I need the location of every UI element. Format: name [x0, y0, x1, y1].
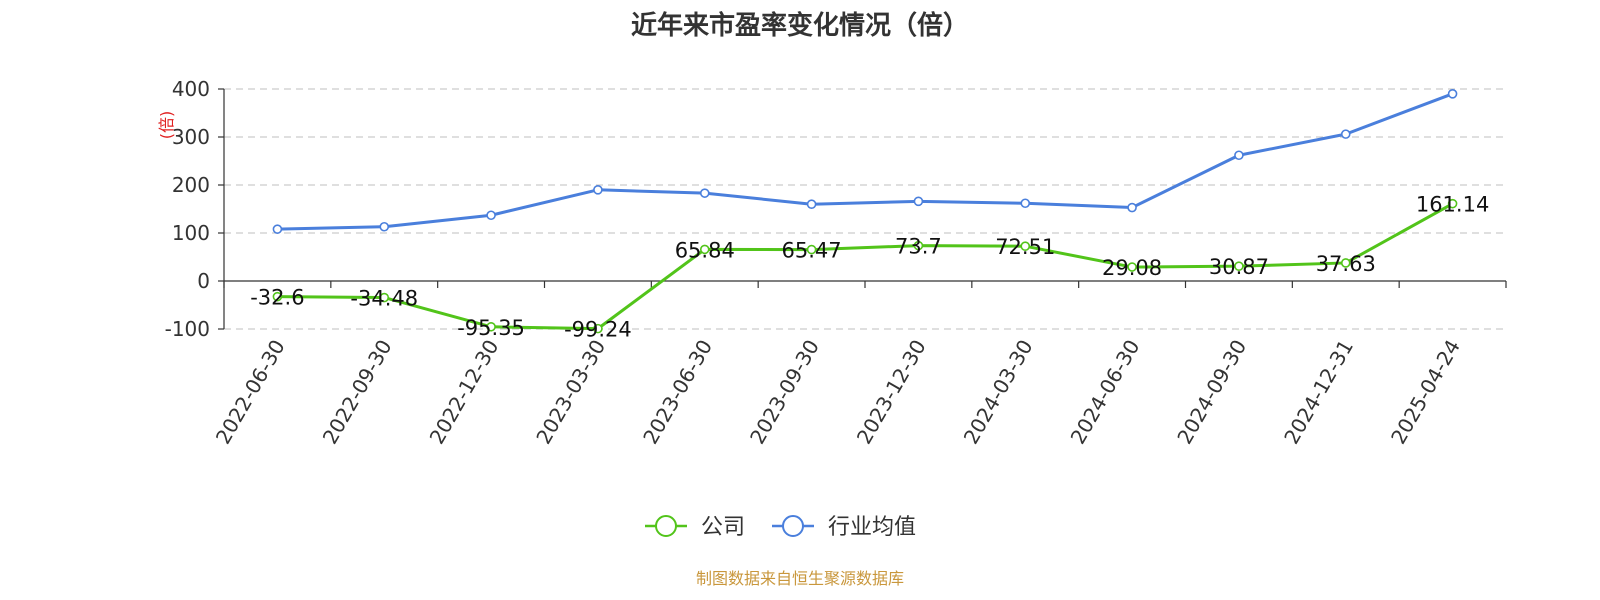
- data-point: [1020, 198, 1031, 209]
- legend-swatch-marker: [655, 515, 677, 537]
- data-point: [1234, 261, 1244, 271]
- data-point: [1340, 258, 1351, 268]
- data-label: 30.87: [1209, 255, 1269, 279]
- legend-item: 行业均值: [772, 515, 916, 540]
- data-point: [379, 292, 390, 303]
- data-point: [593, 185, 603, 195]
- x-tick-label: 2022-12-30: [425, 336, 504, 449]
- data-labels: -32.6 -34.48 -95.35 -99.24 65.84 65.47 73.7 72.…: [250, 193, 1489, 342]
- x-tick-label: 2022-06-30: [211, 336, 290, 449]
- x-tick-label: 2023-09-30: [745, 336, 824, 449]
- data-label: 37.63: [1316, 252, 1376, 276]
- data-point: [913, 240, 924, 251]
- data-point: [486, 321, 496, 332]
- data-point: [272, 224, 283, 234]
- x-tick-label: 2024-09-30: [1172, 336, 1251, 449]
- y-tick-label: -100: [165, 317, 210, 341]
- data-point: [913, 196, 924, 207]
- data-label: 72.51: [995, 235, 1055, 259]
- data-point: [1127, 202, 1137, 213]
- y-tick-label: 200: [172, 173, 210, 197]
- data-point: [1127, 262, 1137, 272]
- series-line-1: [277, 92, 1454, 231]
- x-tick-label: 2023-06-30: [638, 336, 717, 449]
- x-tick-label: 2024-03-30: [959, 336, 1038, 449]
- data-point: [699, 188, 710, 198]
- data-label: -32.6: [250, 286, 304, 310]
- legend-label: 行业均值: [828, 515, 916, 540]
- data-point: [593, 323, 603, 334]
- data-label: 161.14: [1416, 193, 1489, 217]
- data-label: 65.47: [782, 239, 842, 263]
- data-label: -95.35: [457, 316, 525, 340]
- y-axis-unit-label: (倍): [157, 111, 176, 140]
- data-point: [1020, 241, 1031, 251]
- x-tick-label: 2023-12-30: [852, 336, 931, 449]
- x-tick-label: 2025-04-24: [1386, 336, 1465, 449]
- data-point: [1340, 129, 1351, 139]
- data-label: 65.84: [675, 238, 735, 262]
- data-point: [699, 244, 710, 255]
- data-point: [1447, 89, 1458, 99]
- data-point: [806, 244, 817, 255]
- legend: 公司 行业均值: [645, 515, 916, 540]
- data-label: 73.7: [895, 235, 942, 259]
- x-tick-label: 2024-12-31: [1279, 336, 1358, 449]
- y-tick-label: 100: [172, 221, 210, 245]
- grid: [224, 88, 1506, 330]
- data-point: [379, 221, 390, 232]
- series: [272, 89, 1458, 334]
- data-label: 29.08: [1102, 256, 1162, 280]
- series-line-0: [277, 202, 1454, 331]
- x-tick-label: 2024-06-30: [1066, 336, 1145, 449]
- data-point: [486, 210, 496, 221]
- legend-label: 公司: [701, 515, 745, 540]
- legend-item: 公司: [645, 515, 745, 540]
- data-label: -99.24: [564, 318, 632, 342]
- y-tick-label: 0: [197, 269, 210, 293]
- x-tick-label: 2023-03-30: [531, 336, 610, 449]
- y-tick-label: 300: [172, 125, 210, 149]
- data-point: [272, 291, 283, 302]
- data-label: -34.48: [350, 287, 418, 311]
- data-point: [1234, 150, 1244, 161]
- legend-swatch-marker: [782, 515, 804, 537]
- data-point: [1447, 198, 1458, 209]
- source-note: 制图数据来自恒生聚源数据库: [696, 569, 904, 588]
- y-tick-label: 400: [172, 77, 210, 101]
- chart-title: 近年来市盈率变化情况（倍）: [631, 10, 969, 41]
- data-point: [806, 199, 817, 209]
- x-tick-label: 2022-09-30: [318, 336, 397, 449]
